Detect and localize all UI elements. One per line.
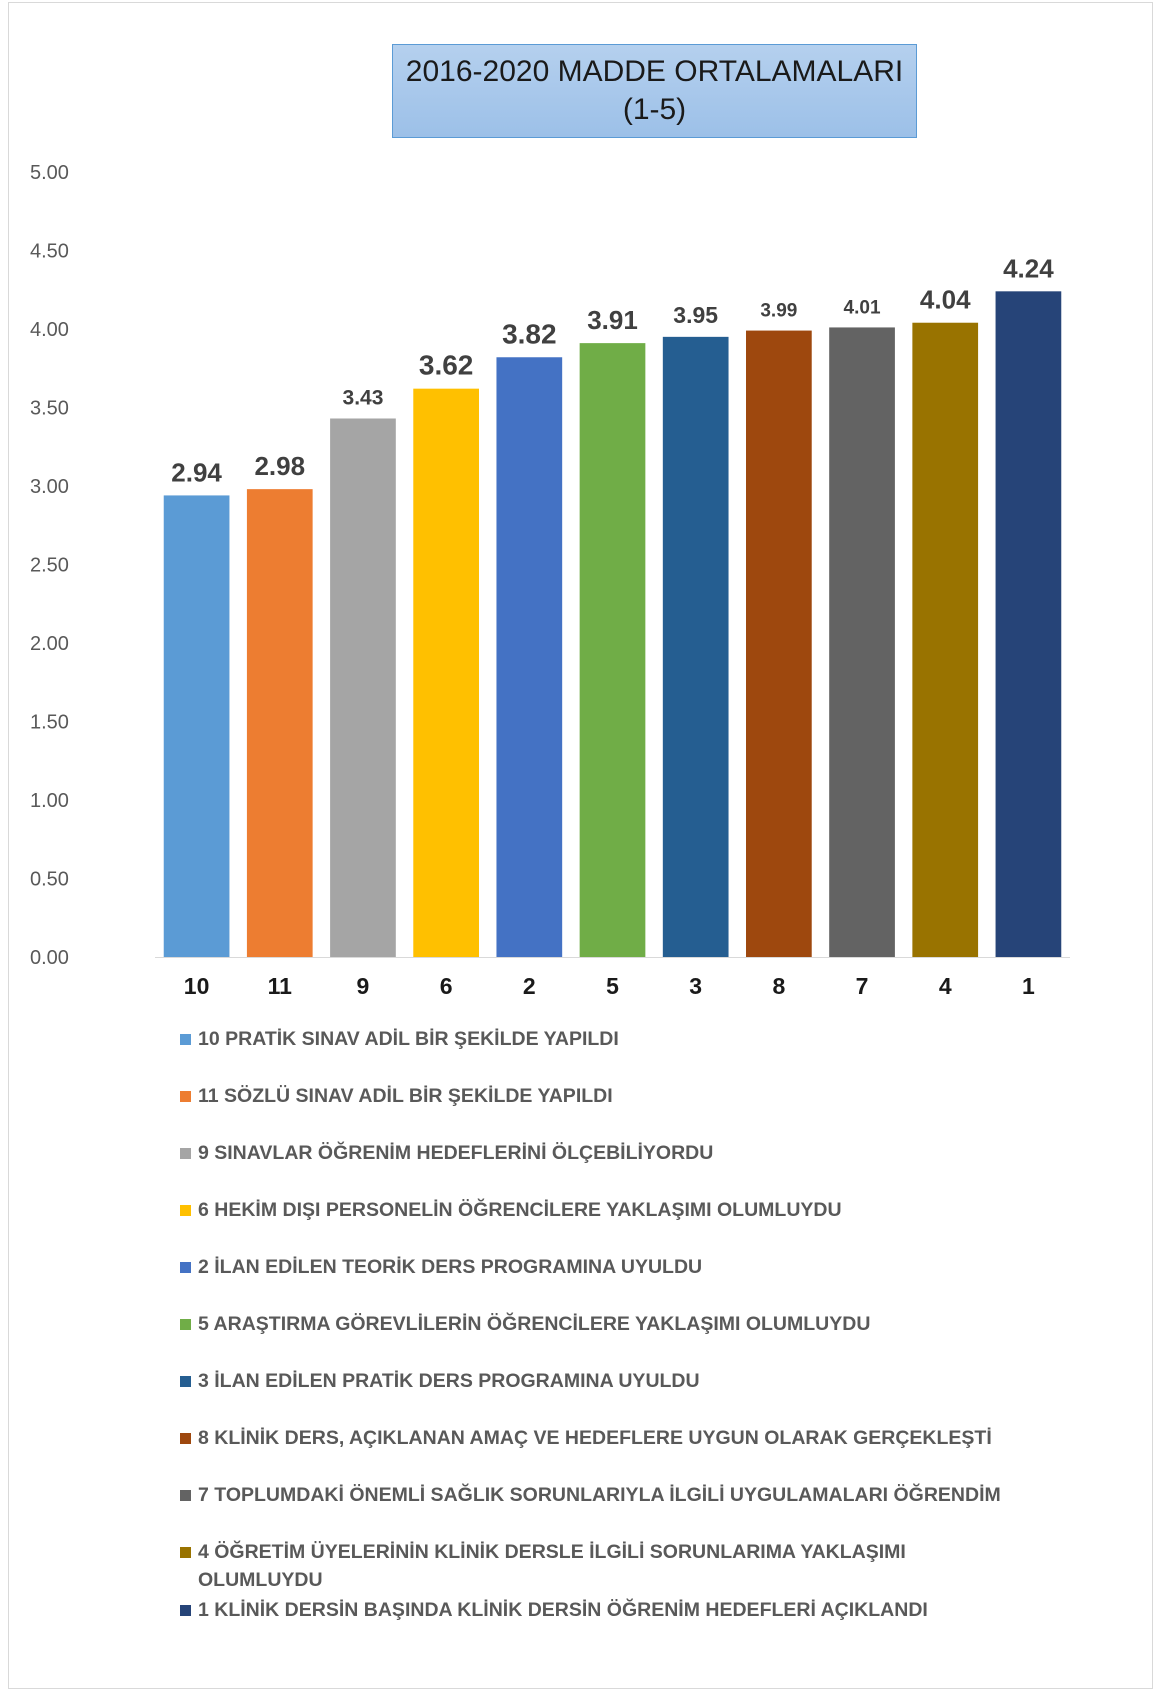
chart-title-box: 2016-2020 MADDE ORTALAMALARI (1-5) [392, 44, 917, 138]
y-tick-label: 3.50 [30, 398, 69, 420]
legend-label: 2 İLAN EDİLEN TEORİK DERS PROGRAMINA UYU… [198, 1256, 703, 1278]
y-tick-label: 4.50 [30, 241, 69, 263]
legend-swatch [180, 1319, 191, 1330]
legend-label: 9 SINAVLAR ÖĞRENİM HEDEFLERİNİ ÖLÇEBİLİY… [198, 1142, 714, 1164]
legend-item: 10 PRATİK SINAV ADİL BİR ŞEKİLDE YAPILDI [178, 1025, 1058, 1053]
legend-label: 1 KLİNİK DERSİN BAŞINDA KLİNİK DERSİN ÖĞ… [198, 1599, 928, 1621]
bar-7 [829, 327, 895, 957]
x-tick-label: 5 [606, 973, 619, 999]
y-tick-label: 5.00 [30, 162, 69, 184]
bar-8 [746, 330, 812, 957]
y-tick-label: 2.50 [30, 555, 69, 577]
x-tick-label: 10 [184, 973, 210, 999]
legend-swatch [180, 1605, 191, 1616]
legend-swatch [180, 1547, 191, 1558]
x-tick-label: 6 [440, 973, 453, 999]
legend-item: 7 TOPLUMDAKİ ÖNEMLİ SAĞLIK SORUNLARIYLA … [178, 1481, 1058, 1509]
data-label-2: 3.82 [502, 318, 557, 349]
y-tick-label: 2.00 [30, 633, 69, 655]
chart-title: 2016-2020 MADDE ORTALAMALARI [405, 55, 904, 88]
legend-label: 11 SÖZLÜ SINAV ADİL BİR ŞEKİLDE YAPILDI [198, 1085, 613, 1107]
x-tick-label: 4 [939, 973, 952, 999]
chart-subtitle: (1-5) [622, 93, 687, 126]
data-label-1: 4.24 [1003, 253, 1054, 283]
bar-4 [912, 322, 979, 958]
data-label-5: 3.91 [587, 305, 638, 335]
legend-item: 5 ARAŞTIRMA GÖREVLİLERİN ÖĞRENCİLERE YAK… [178, 1310, 1058, 1338]
data-label-6: 3.62 [419, 350, 474, 381]
legend-label: 8 KLİNİK DERS, AÇIKLANAN AMAÇ VE HEDEFLE… [198, 1427, 992, 1449]
data-label-11: 2.98 [254, 451, 305, 481]
y-tick-label: 3.00 [30, 476, 69, 498]
legend-swatch [180, 1034, 191, 1045]
y-tick-label: 0.00 [30, 947, 69, 969]
legend-item: 8 KLİNİK DERS, AÇIKLANAN AMAÇ VE HEDEFLE… [178, 1424, 1058, 1452]
y-tick-label: 0.50 [30, 869, 69, 891]
legend-label: 4 ÖĞRETİM ÜYELERİNİN KLİNİK DERSLE İLGİL… [198, 1541, 906, 1591]
x-tick-label: 3 [689, 973, 702, 999]
bar-9 [330, 418, 396, 957]
legend-label: 6 HEKİM DIŞI PERSONELİN ÖĞRENCİLERE YAKL… [198, 1199, 842, 1221]
y-tick-label: 1.00 [30, 790, 69, 812]
x-tick-label: 9 [357, 973, 370, 999]
x-tick-label: 11 [268, 973, 293, 999]
y-tick-label: 4.00 [30, 319, 69, 341]
legend-swatch [180, 1433, 191, 1444]
bar-2 [496, 357, 563, 957]
data-label-3: 3.95 [673, 302, 718, 328]
data-label-8: 3.99 [760, 301, 797, 322]
legend-item: 9 SINAVLAR ÖĞRENİM HEDEFLERİNİ ÖLÇEBİLİY… [178, 1139, 1058, 1167]
y-tick-label: 1.50 [30, 712, 69, 734]
bar-chart: 0.00 0.50 1.00 1.50 2.00 2.50 3.00 3.50 4.00 4.50… [30, 162, 1070, 999]
legend-label: 10 PRATİK SINAV ADİL BİR ŞEKİLDE YAPILDI [198, 1028, 619, 1050]
legend-label: 7 TOPLUMDAKİ ÖNEMLİ SAĞLIK SORUNLARIYLA … [198, 1484, 1001, 1506]
legend-swatch [180, 1148, 191, 1159]
x-tick-label: 1 [1022, 973, 1035, 999]
legend-swatch [180, 1205, 191, 1216]
data-label-4: 4.04 [920, 285, 971, 315]
legend-swatch [180, 1262, 191, 1273]
legend-item: 4 ÖĞRETİM ÜYELERİNİN KLİNİK DERSLE İLGİL… [178, 1538, 918, 1594]
bar-3 [662, 336, 729, 958]
bar-10 [163, 495, 230, 957]
x-tick-label: 8 [772, 973, 785, 999]
legend-swatch [180, 1376, 191, 1387]
data-label-9: 3.43 [343, 386, 384, 409]
x-tick-label: 2 [523, 973, 536, 999]
bar-11 [246, 489, 313, 957]
legend-item: 3 İLAN EDİLEN PRATİK DERS PROGRAMINA UYU… [178, 1367, 1058, 1395]
x-tick-label: 7 [856, 973, 869, 999]
bar-6 [413, 388, 479, 957]
bar-5 [579, 343, 646, 957]
data-label-10: 2.94 [171, 457, 222, 487]
legend-label: 3 İLAN EDİLEN PRATİK DERS PROGRAMINA UYU… [198, 1370, 700, 1392]
legend-item: 11 SÖZLÜ SINAV ADİL BİR ŞEKİLDE YAPILDI [178, 1082, 1058, 1110]
data-label-7: 4.01 [844, 297, 881, 318]
legend-item: 6 HEKİM DIŞI PERSONELİN ÖĞRENCİLERE YAKL… [178, 1196, 1058, 1224]
legend-item: 2 İLAN EDİLEN TEORİK DERS PROGRAMINA UYU… [178, 1253, 1058, 1281]
bar-1 [995, 291, 1062, 957]
legend-label: 5 ARAŞTIRMA GÖREVLİLERİN ÖĞRENCİLERE YAK… [198, 1313, 871, 1335]
legend-swatch [180, 1490, 191, 1501]
legend-item: 1 KLİNİK DERSİN BAŞINDA KLİNİK DERSİN ÖĞ… [178, 1596, 1058, 1624]
legend-swatch [180, 1091, 191, 1102]
